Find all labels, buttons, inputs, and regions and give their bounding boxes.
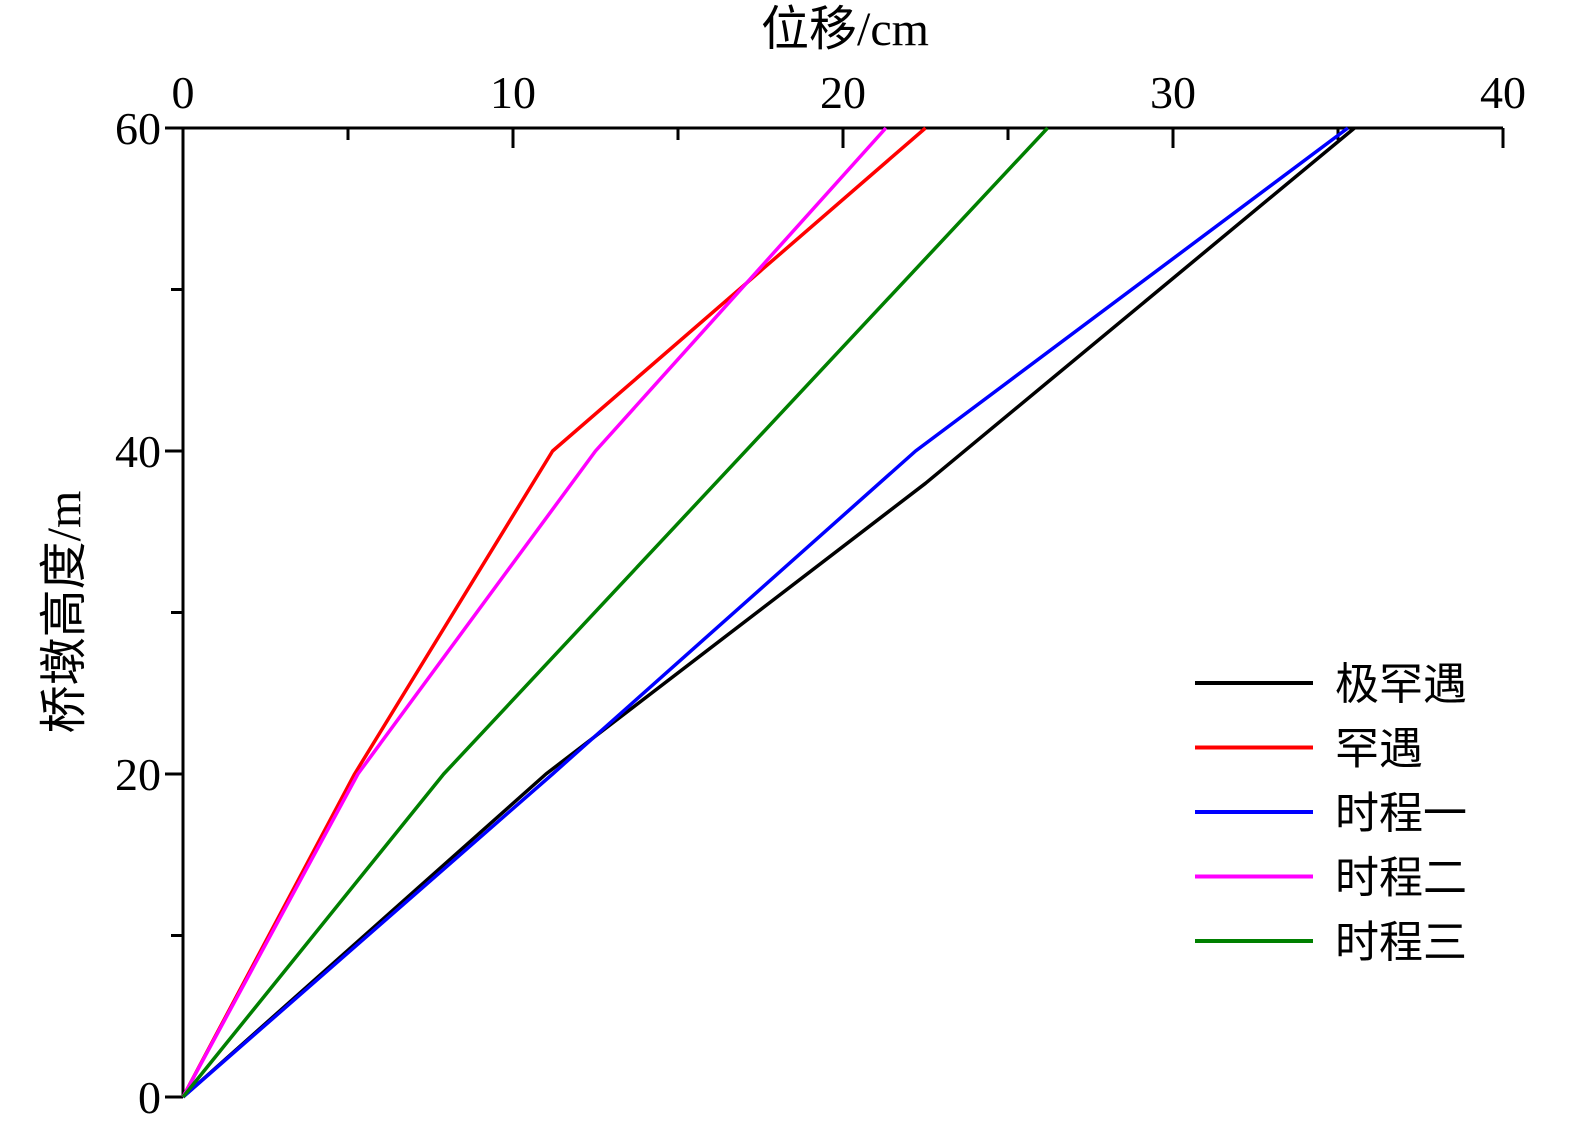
series-line-2 bbox=[181, 126, 927, 1098]
x-tick-label: 10 bbox=[490, 67, 536, 118]
series-line-4 bbox=[181, 126, 888, 1098]
x-tick-label: 20 bbox=[820, 67, 866, 118]
x-tick-label: 30 bbox=[1150, 67, 1196, 118]
plot-axes: 0 10 20 30 40 0 20 40 60 bbox=[115, 67, 1526, 1123]
legend-label: 时程一 bbox=[1335, 788, 1467, 839]
plot-series bbox=[181, 126, 1356, 1099]
series-line-5 bbox=[181, 126, 1049, 1099]
y-tick-label: 20 bbox=[115, 749, 161, 800]
x-tick-label: 0 bbox=[172, 67, 195, 118]
series-line-1 bbox=[181, 126, 1356, 1099]
series-line-3 bbox=[181, 126, 1349, 1099]
y-tick-label: 60 bbox=[115, 103, 161, 154]
y-axis-title: 桥墩高度/m bbox=[38, 491, 91, 734]
legend-label: 罕遇 bbox=[1335, 724, 1423, 775]
x-tick-label: 40 bbox=[1480, 67, 1526, 118]
legend-label: 时程二 bbox=[1335, 853, 1467, 904]
legend-label: 极罕遇 bbox=[1335, 659, 1467, 710]
y-tick-label: 40 bbox=[115, 426, 161, 477]
legend-label: 时程三 bbox=[1335, 917, 1467, 968]
x-axis-title: 位移/cm bbox=[761, 3, 929, 56]
y-tick-label: 0 bbox=[138, 1072, 161, 1123]
